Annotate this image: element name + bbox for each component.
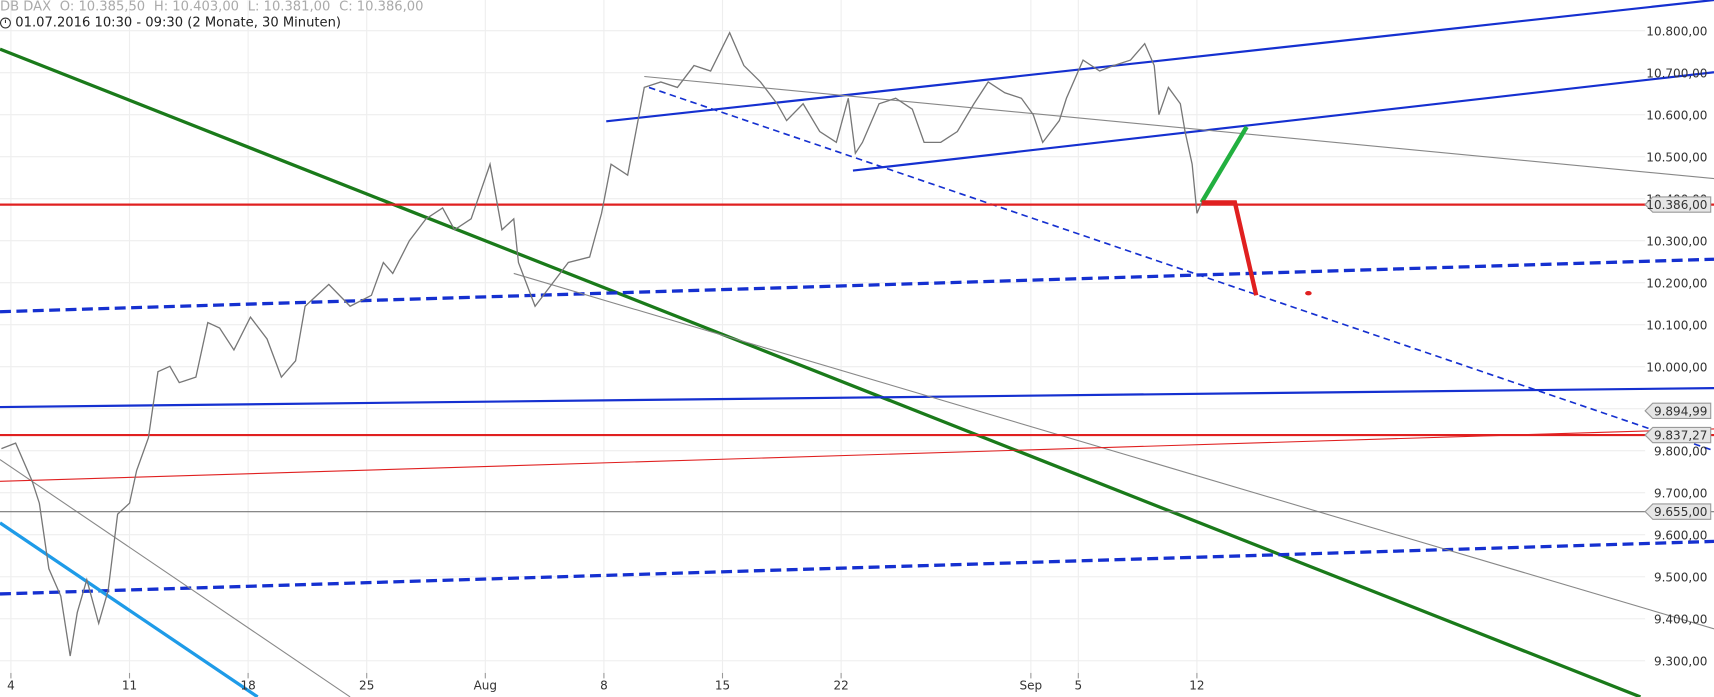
x-tick-label: Sep — [1020, 679, 1043, 693]
price-label: 9.837,27 — [1654, 429, 1707, 443]
trend-line — [644, 75, 1714, 180]
x-tick-label: 18 — [240, 679, 255, 693]
trend-line — [648, 86, 1714, 452]
subtitle: 01.07.2016 10:30 - 09:30 (2 Monate, 30 M… — [15, 15, 341, 30]
y-tick-label: 10.600,00 — [1646, 108, 1707, 122]
trend-line — [0, 459, 351, 697]
y-tick-label: 10.300,00 — [1646, 234, 1707, 248]
y-tick-label: 10.700,00 — [1646, 66, 1707, 80]
price-badge — [1644, 503, 1712, 520]
ohlc-value: H: 10.403,00 — [154, 0, 239, 14]
y-tick-label: 9.500,00 — [1654, 570, 1707, 584]
labels: 9.300,00 9.400,00 9.500,00 9.600,00 9.700,00… — [7, 24, 1712, 693]
trend-line — [0, 257, 1714, 314]
x-tick-label: 5 — [1074, 679, 1082, 693]
price-badge — [1644, 196, 1712, 213]
trend-line — [606, 0, 1714, 123]
trend-line — [0, 539, 1714, 596]
price-label: 10.386,00 — [1646, 198, 1707, 212]
y-tick-label: 10.800,00 — [1646, 24, 1707, 38]
price-badge — [1644, 402, 1712, 420]
trend-line — [1199, 125, 1249, 204]
price-badge — [1644, 426, 1712, 444]
grid — [0, 0, 1646, 673]
instrument: DB DAX — [0, 0, 51, 14]
trend-line — [1201, 200, 1259, 296]
trend-line — [0, 47, 1642, 697]
header-line: DB DAX O: 10.385,50 H: 10.403,00 L: 10.381,… — [0, 0, 424, 14]
y-tick-label: 10.200,00 — [1646, 276, 1707, 290]
y-tick-label: 10.000,00 — [1646, 360, 1707, 374]
y-tick-label: 10.100,00 — [1646, 318, 1707, 332]
price-label: 9.894,99 — [1654, 404, 1707, 418]
price-line — [1, 31, 1203, 657]
y-tick-label: 9.700,00 — [1654, 486, 1707, 500]
ohlc-value: O: 10.385,50 — [60, 0, 145, 14]
trend-line — [0, 428, 1714, 482]
trend-line — [513, 272, 1714, 630]
drawing-dot — [1305, 291, 1312, 296]
y-tick-label: 9.600,00 — [1654, 528, 1707, 542]
trend-line — [852, 71, 1714, 172]
ohlc-value: L: 10.381,00 — [248, 0, 331, 14]
trend-line — [0, 387, 1714, 409]
clock-icon — [0, 17, 11, 29]
y-tick-label: 10.500,00 — [1646, 150, 1707, 164]
x-tick-label: 11 — [122, 679, 137, 693]
trend-line — [0, 521, 259, 697]
x-tick-label: 15 — [715, 679, 730, 693]
x-tick-label: 8 — [600, 679, 608, 693]
x-tick-label: Aug — [474, 679, 497, 693]
y-tick-label: 9.800,00 — [1654, 444, 1707, 458]
x-tick-label: 4 — [7, 679, 15, 693]
ohlc-value: C: 10.386,00 — [339, 0, 423, 14]
x-tick-label: 22 — [833, 679, 848, 693]
x-tick-label: 12 — [1189, 679, 1204, 693]
price-label: 9.655,00 — [1654, 505, 1707, 519]
y-tick-label: 9.400,00 — [1654, 612, 1707, 626]
y-tick-label: 9.300,00 — [1654, 654, 1707, 668]
header: DB DAX O: 10.385,50 H: 10.403,00 L: 10.381,… — [0, 0, 424, 30]
x-tick-label: 25 — [359, 679, 374, 693]
